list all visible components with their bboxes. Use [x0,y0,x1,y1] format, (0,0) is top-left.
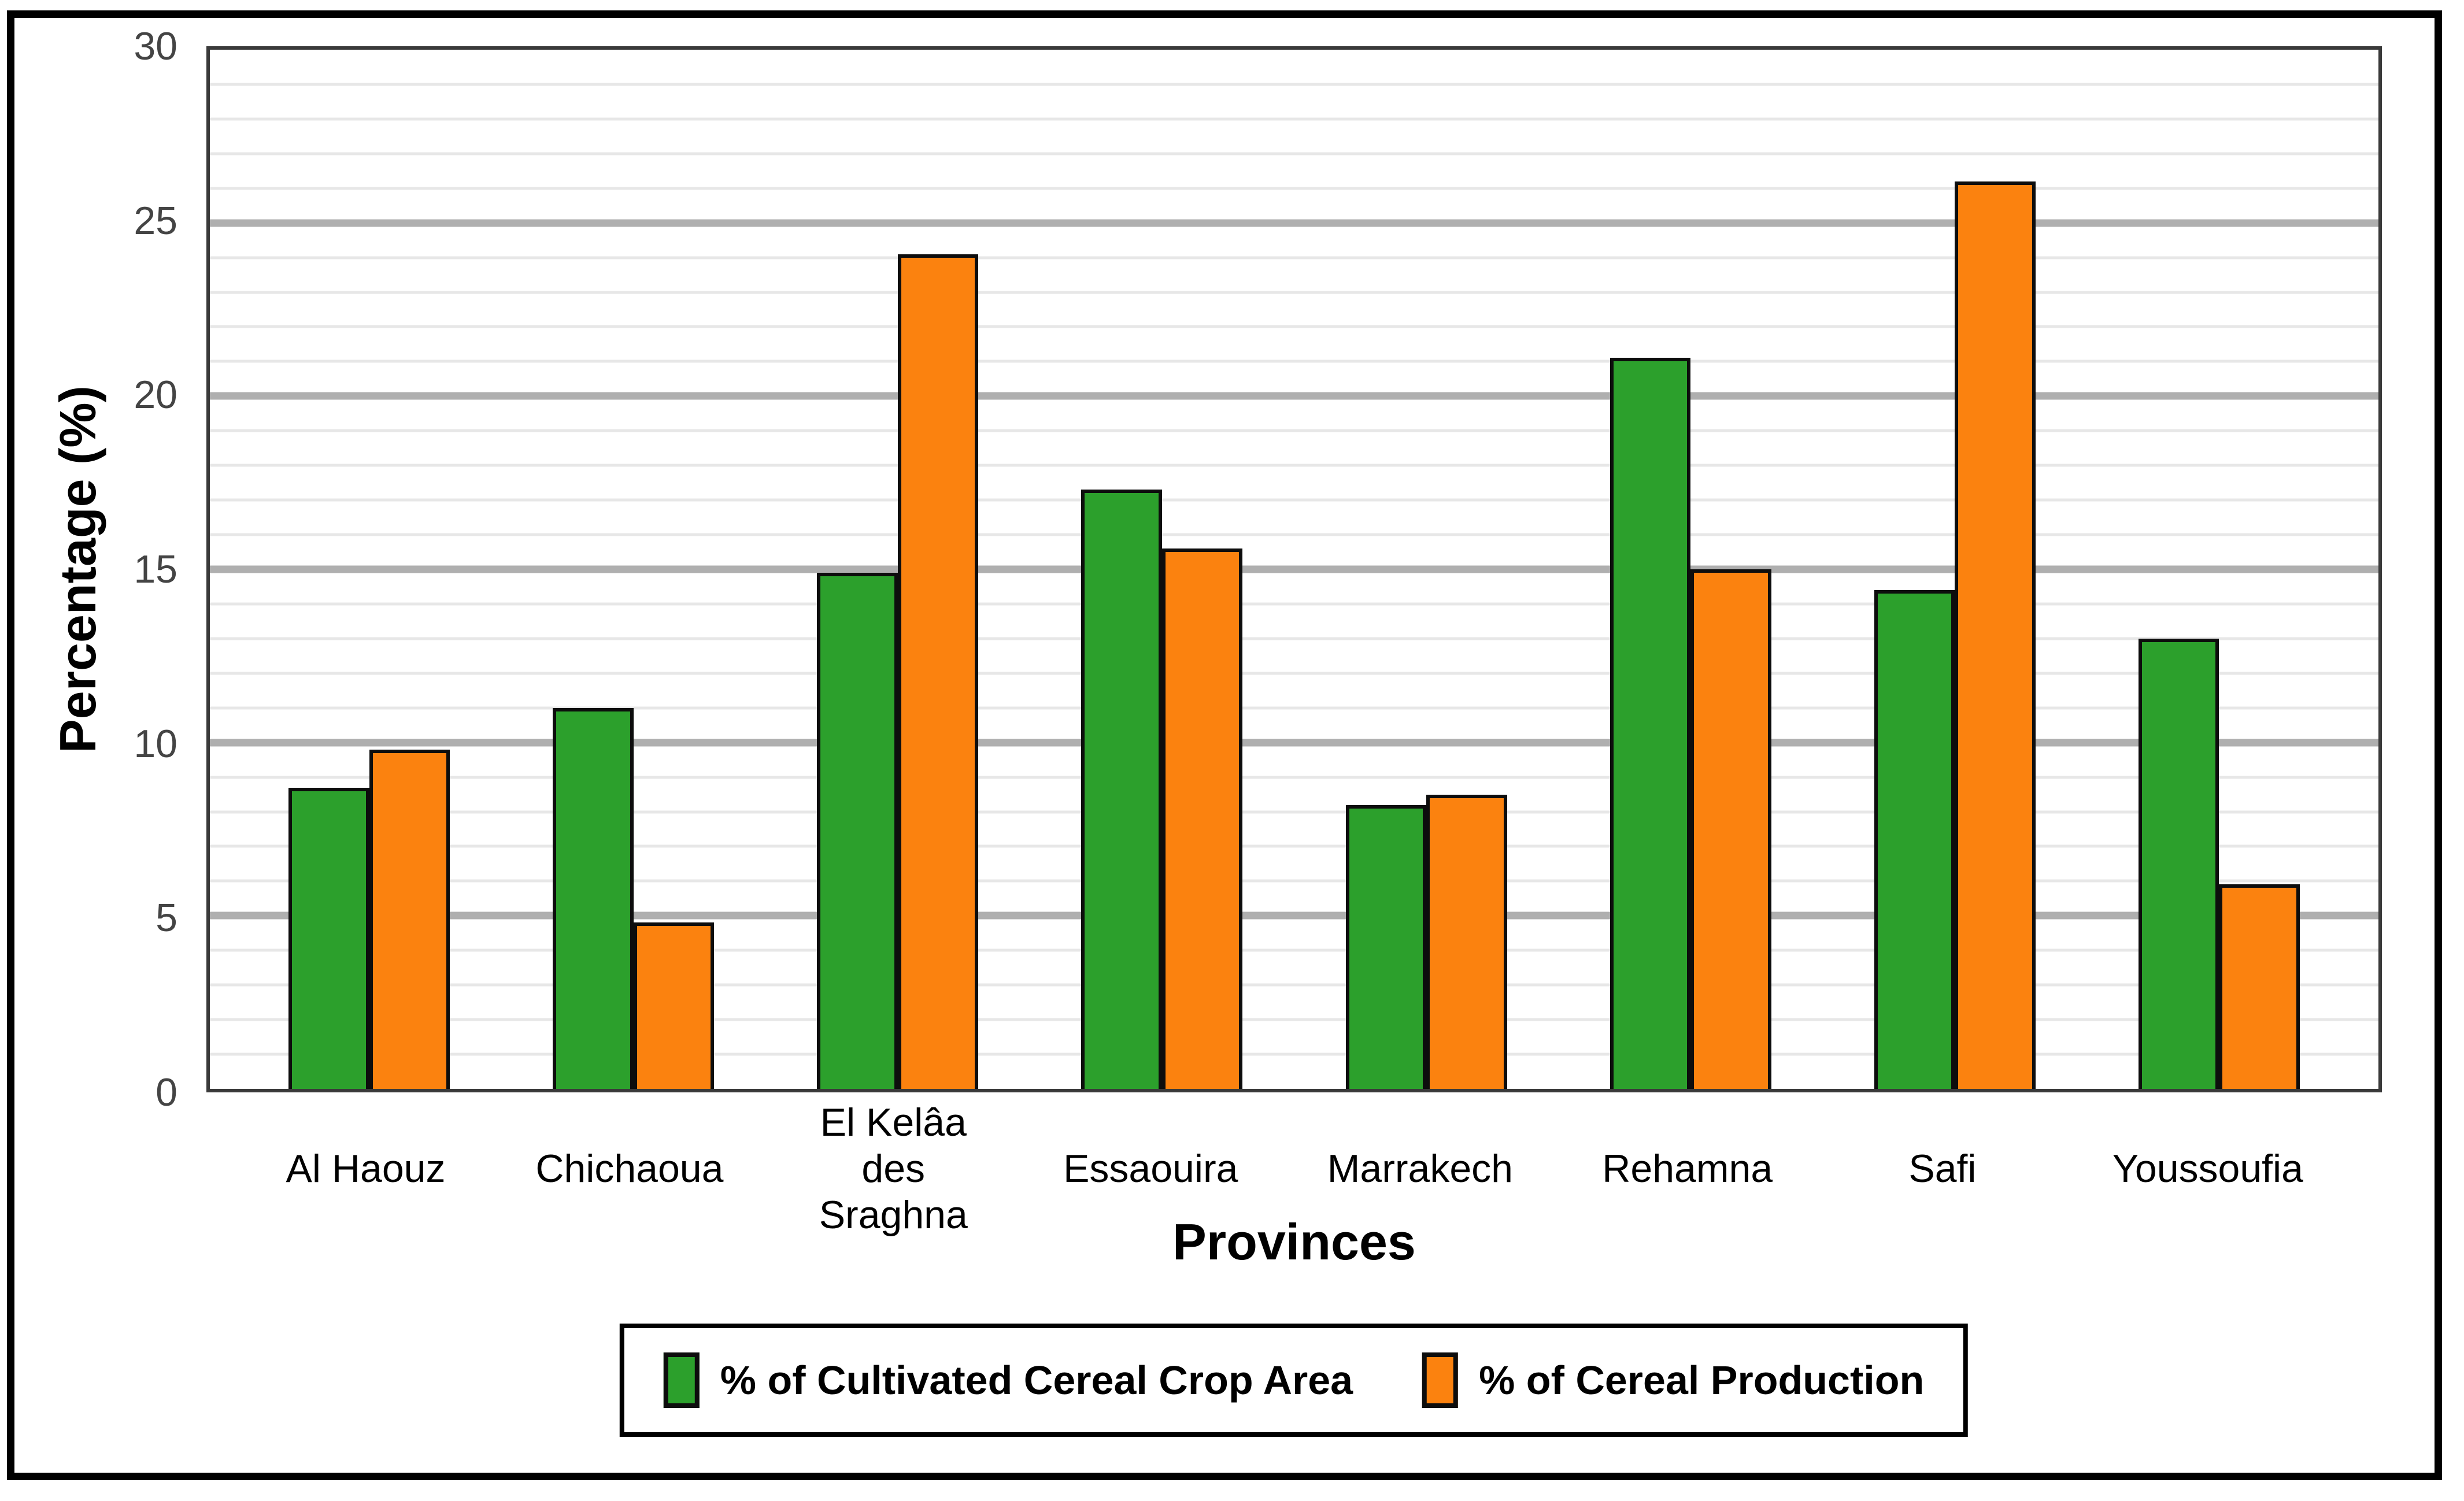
x-axis-tick-label-chichaoua: Chichaoua [535,1147,724,1191]
x-axis-tick-labels: Al Haouz Chichaoua El Kelâa des Sraghna Ess… [206,1100,2382,1237]
minor-gridline [210,256,2378,260]
minor-gridline [210,810,2378,814]
y-axis-tick-label-15: 15 [134,547,177,591]
bar-group-chichaoua [553,50,715,1089]
x-label-cell-safi: Safi [1862,1122,2023,1215]
x-label-cell-marrakech: Marrakech [1327,1122,1513,1215]
bar-of-cultivated-cereal-crop-area-marrakech [1345,805,1427,1089]
legend-item-of-cultivated-cereal-crop-area: % of Cultivated Cereal Crop Area [663,1352,1353,1408]
major-gridline [210,911,2378,920]
minor-gridline [210,844,2378,848]
minor-gridline [210,360,2378,363]
bar-group-marrakech [1345,50,1507,1089]
bar-of-cultivated-cereal-crop-area-safi [1874,590,1955,1089]
bar-of-cereal-production-essaouira [1161,548,1243,1089]
x-axis-tick-label-marrakech: Marrakech [1327,1147,1513,1191]
major-gridline [210,219,2378,227]
bar-of-cereal-production-rehamna [1690,569,1771,1089]
minor-gridline [210,706,2378,710]
legend: % of Cultivated Cereal Crop Area % of Cer… [619,1324,1969,1437]
minor-gridline [210,498,2378,502]
x-axis-tick-label-youssoufia: Youssoufia [2112,1147,2303,1191]
minor-gridline [210,83,2378,86]
minor-gridline [210,291,2378,294]
bar-of-cereal-production-al-haouz [369,749,450,1089]
minor-gridline [210,637,2378,640]
x-label-cell-essaouira: Essaouira [1063,1122,1238,1215]
x-label-cell-al-haouz: Al Haouz [285,1122,446,1215]
minor-gridline [210,602,2378,606]
minor-gridline [210,879,2378,883]
minor-gridline [210,464,2378,467]
minor-gridline [210,983,2378,987]
legend-label-of-cultivated-cereal-crop-area: % of Cultivated Cereal Crop Area [720,1358,1353,1403]
bar-of-cereal-production-marrakech [1426,794,1507,1089]
x-label-cell-chichaoua: Chichaoua [535,1122,723,1215]
x-axis-tick-label-el-kel-a-des-sraghna: El Kelâa des Sraghna [819,1100,968,1237]
minor-gridline [210,187,2378,190]
legend-item-of-cereal-production: % of Cereal Production [1422,1352,1924,1408]
major-gridline [210,392,2378,400]
y-axis-tick-label-20: 20 [134,373,177,417]
legend-label-of-cereal-production: % of Cereal Production [1479,1358,1925,1403]
minor-gridline [210,533,2378,536]
y-axis-tick-labels: 0 5 10 15 20 25 30 [0,24,177,1114]
bar-group-essaouira [1081,50,1243,1089]
y-axis-tick-label-10: 10 [134,721,177,766]
bar-of-cereal-production-chichaoua [633,922,715,1089]
bar-of-cultivated-cereal-crop-area-chichaoua [553,707,634,1089]
bar-group-safi [1874,50,2036,1089]
bar-group-youssoufia [2138,50,2300,1089]
minor-gridline [210,152,2378,155]
x-axis-tick-label-rehamna: Rehamna [1602,1147,1773,1191]
minor-gridline [210,672,2378,675]
x-axis-tick-label-essaouira: Essaouira [1063,1147,1238,1191]
x-label-cell-rehamna: Rehamna [1602,1122,1773,1215]
x-axis-tick-label-al-haouz: Al Haouz [286,1147,446,1191]
minor-gridline [210,117,2378,121]
bar-group-el-kel-a-des-sraghna [817,50,979,1089]
bar-of-cultivated-cereal-crop-area-al-haouz [288,787,369,1089]
minor-gridline [210,325,2378,328]
minor-gridline [210,429,2378,432]
minor-gridline [210,1018,2378,1021]
x-axis-title: Provinces [1172,1213,1416,1270]
bar-of-cultivated-cereal-crop-area-essaouira [1081,490,1162,1089]
bars-container [210,50,2378,1089]
x-axis-tick-label-safi: Safi [1908,1147,1977,1191]
x-label-cell-youssoufia: Youssoufia [2112,1122,2303,1215]
bar-of-cultivated-cereal-crop-area-el-kel-a-des-sraghna [817,573,898,1089]
bar-of-cereal-production-safi [1955,181,2036,1089]
minor-gridline [210,948,2378,952]
plot-area [206,46,2382,1092]
bar-of-cultivated-cereal-crop-area-youssoufia [2138,638,2219,1089]
bar-of-cereal-production-youssoufia [2219,884,2300,1089]
bar-group-al-haouz [288,50,450,1089]
bar-of-cultivated-cereal-crop-area-rehamna [1610,358,1691,1089]
major-gridline [210,565,2378,573]
y-axis-tick-label-5: 5 [156,896,177,940]
bar-group-rehamna [1610,50,1771,1089]
minor-gridline [210,1052,2378,1056]
legend-swatch-of-cereal-production [1422,1352,1459,1408]
bar-of-cereal-production-el-kel-a-des-sraghna [897,254,979,1089]
x-label-cell-el-kel-a-des-sraghna: El Kelâa des Sraghna [813,1100,974,1237]
major-gridline [210,739,2378,747]
y-axis-tick-label-25: 25 [134,198,177,243]
minor-gridline [210,776,2378,779]
legend-swatch-of-cultivated-cereal-crop-area [663,1352,700,1408]
y-axis-tick-label-30: 30 [134,24,177,68]
y-axis-tick-label-0: 0 [156,1070,177,1114]
